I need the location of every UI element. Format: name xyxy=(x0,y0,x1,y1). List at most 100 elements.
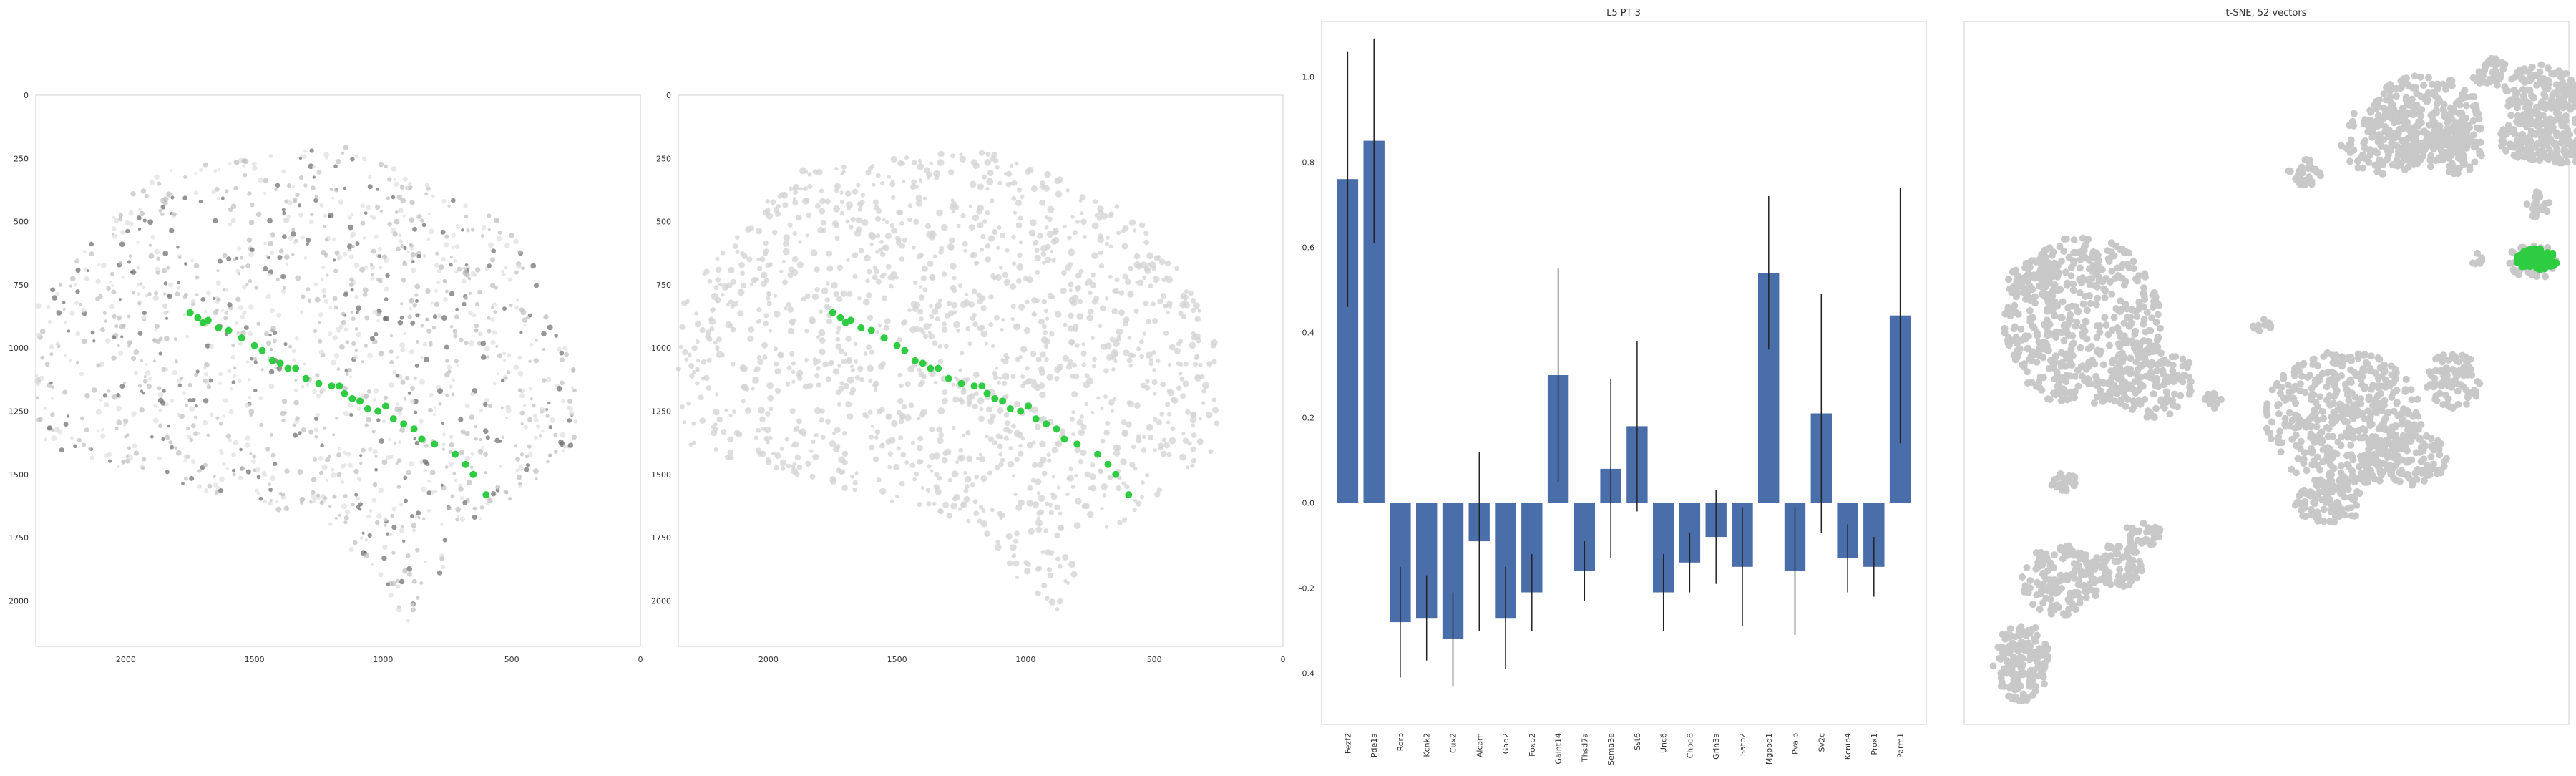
tsne-point xyxy=(2348,379,2355,386)
background-cell-dot xyxy=(1120,458,1127,465)
highlighted-cell-point xyxy=(999,397,1006,404)
background-cell-dot xyxy=(1041,550,1045,554)
background-cell-dot xyxy=(873,266,877,270)
background-cell-dot xyxy=(1020,374,1025,379)
background-cell-dot xyxy=(965,326,970,331)
background-cell-dot xyxy=(1125,278,1131,285)
tsne-point xyxy=(2294,422,2301,430)
background-cell-dot xyxy=(378,572,383,577)
background-cell-dot xyxy=(397,485,401,489)
background-cell-dot xyxy=(1128,400,1134,407)
highlighted-cell-point xyxy=(1043,420,1050,427)
background-cell-dot xyxy=(1191,298,1196,304)
background-cell-dot xyxy=(295,416,300,421)
background-cell-dot xyxy=(416,340,419,344)
background-cell-dot xyxy=(403,261,406,263)
background-cell-dot xyxy=(406,470,411,475)
tsne-point xyxy=(2054,383,2062,390)
background-cell-dot xyxy=(542,348,546,351)
tsne-point xyxy=(2328,455,2336,462)
background-cell-dot xyxy=(748,326,754,333)
background-cell-dot xyxy=(985,210,990,215)
background-cell-dot xyxy=(1045,215,1048,219)
background-cell-dot xyxy=(740,271,745,276)
tsne-point xyxy=(2107,278,2114,286)
background-cell-dot xyxy=(262,471,266,475)
background-cell-dot xyxy=(1044,344,1049,349)
background-cell-dot xyxy=(816,169,822,175)
background-cell-dot xyxy=(1042,471,1048,477)
background-cell-dot xyxy=(962,241,968,247)
background-cell-dot xyxy=(248,252,254,258)
background-cell-dot xyxy=(1187,441,1191,445)
background-cell-dot xyxy=(966,455,972,462)
tsne-point xyxy=(2082,318,2089,325)
background-cell-dot xyxy=(1088,486,1092,490)
background-cell-dot xyxy=(273,339,277,344)
background-cell-dot xyxy=(1086,314,1093,321)
background-cell-dot xyxy=(194,263,200,269)
background-cell-dot xyxy=(501,270,504,273)
background-cell-dot xyxy=(237,246,241,251)
background-cell-dot xyxy=(826,281,830,286)
background-cell-dot xyxy=(1027,442,1033,448)
tsne-point xyxy=(2140,321,2147,328)
background-cell-dot xyxy=(994,315,1000,321)
background-cell-dot xyxy=(434,302,439,307)
background-cell-dot xyxy=(429,393,434,397)
background-cell-dot xyxy=(69,359,72,362)
background-cell-dot xyxy=(115,427,119,430)
background-cell-dot xyxy=(999,435,1003,439)
background-cell-dot xyxy=(999,517,1002,520)
background-cell-dot xyxy=(248,304,253,309)
background-cell-dot xyxy=(264,331,269,336)
background-cell-dot xyxy=(183,175,187,179)
background-cell-dot xyxy=(231,218,236,223)
background-cell-dot xyxy=(957,456,962,461)
background-cell-dot xyxy=(303,362,306,365)
background-cell-dot xyxy=(981,520,988,528)
background-cell-dot xyxy=(62,301,66,304)
tsne-point xyxy=(2127,321,2134,329)
background-cell-dot xyxy=(1052,475,1055,478)
background-cell-dot xyxy=(138,208,142,211)
background-cell-dot xyxy=(301,385,304,389)
background-cell-dot xyxy=(829,476,836,482)
background-cell-dot xyxy=(1075,220,1080,224)
x-tick-label: Alcam xyxy=(1475,733,1484,757)
background-cell-dot xyxy=(127,260,131,263)
background-cell-dot xyxy=(409,307,413,311)
y-tick-label: 500 xyxy=(656,218,671,227)
background-cell-dot xyxy=(315,373,319,377)
tsne-point xyxy=(2457,102,2464,109)
tsne-point xyxy=(2038,277,2045,284)
background-cell-dot xyxy=(240,265,245,269)
background-cell-dot xyxy=(721,293,724,296)
background-cell-dot xyxy=(102,428,105,432)
tsne-point xyxy=(2071,394,2078,401)
highlighted-cell-point xyxy=(912,357,919,364)
background-cell-dot xyxy=(1139,339,1144,344)
background-cell-dot xyxy=(1047,231,1054,238)
background-cell-dot xyxy=(796,370,803,377)
background-cell-dot xyxy=(376,319,380,323)
background-cell-dot xyxy=(897,398,903,404)
background-cell-dot xyxy=(343,451,347,455)
y-tick-label: 750 xyxy=(656,281,671,290)
background-cell-dot xyxy=(877,477,882,482)
background-cell-dot xyxy=(205,381,210,385)
background-cell-dot xyxy=(253,389,257,392)
background-cell-dot xyxy=(149,244,152,248)
background-cell-dot xyxy=(386,196,390,200)
background-cell-dot xyxy=(56,341,60,346)
background-cell-dot xyxy=(238,379,242,383)
background-cell-dot xyxy=(568,442,574,448)
background-cell-dot xyxy=(293,433,298,438)
background-cell-dot xyxy=(197,484,202,488)
background-cell-dot xyxy=(540,407,544,412)
background-cell-dot xyxy=(1176,386,1181,391)
background-cell-dot xyxy=(63,308,66,311)
background-cell-dot xyxy=(1197,438,1204,445)
background-cell-dot xyxy=(317,170,322,175)
tsne-point xyxy=(2525,137,2532,144)
